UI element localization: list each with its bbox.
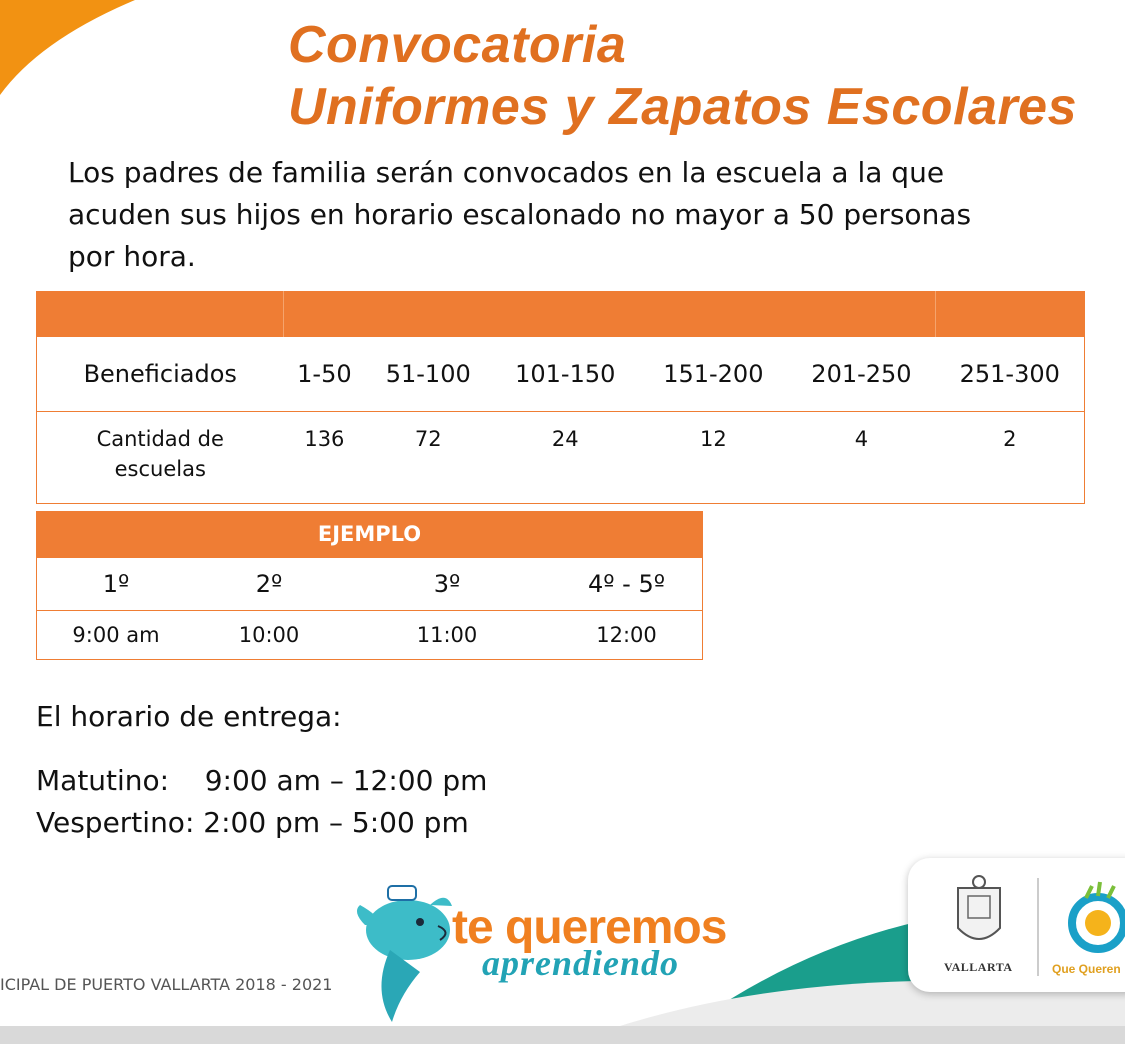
example-table: EJEMPLO 1º 2º 3º 4º - 5º 9:00 am 10:00 1… [36, 511, 703, 660]
bottom-bar [0, 1026, 1125, 1044]
footer-text: ICIPAL DE PUERTO VALLARTA 2018 - 2021 [0, 975, 333, 994]
delivery-label: El horario de entrega: [36, 700, 342, 733]
intro-paragraph: Los padres de familia serán convocados e… [68, 156, 972, 273]
example-header-row: EJEMPLO [36, 511, 703, 558]
morning-schedule: Matutino: 9:00 am – 12:00 pm [36, 764, 488, 797]
count-cell: 12 [639, 411, 788, 504]
range-cell: 51-100 [365, 337, 492, 412]
title-line-1: Convocatoria [288, 16, 627, 74]
table-header-bar [36, 291, 1085, 337]
brand-te-queremos: te queremos [452, 901, 727, 954]
time-cell: 11:00 [343, 610, 551, 660]
count-cell: 24 [491, 411, 640, 504]
range-cell: 151-200 [639, 337, 788, 412]
range-cell: 101-150 [491, 337, 640, 412]
el-puerto-logo-icon [1068, 881, 1125, 953]
municipal-logos [957, 875, 1125, 976]
brand-aprendiendo: aprendiendo [482, 943, 680, 983]
grade-cell: 3º [343, 557, 551, 611]
grade-cell: 2º [195, 557, 343, 611]
range-cell: 251-300 [935, 337, 1085, 412]
coat-of-arms-icon [957, 875, 1001, 940]
times-row: 9:00 am 10:00 11:00 12:00 [36, 610, 703, 660]
evening-schedule: Vespertino: 2:00 pm – 5:00 pm [36, 806, 469, 839]
range-cell: 201-250 [787, 337, 936, 412]
dolphin-mascot-icon [356, 885, 452, 1022]
que-queremos-logo-text: Que Queren [1052, 962, 1121, 976]
beneficiaries-table: Beneficiados 1-50 51-100 101-150 151-200… [36, 291, 1085, 504]
count-cell: 4 [787, 411, 936, 504]
range-cell: 1-50 [283, 337, 366, 412]
grade-cell: 4º - 5º [551, 557, 703, 611]
example-header: EJEMPLO [36, 511, 703, 558]
count-cell: 2 [935, 411, 1085, 504]
row-label-cantidad: Cantidad de escuelas [36, 411, 284, 504]
count-cell: 72 [365, 411, 492, 504]
title-line-2: Uniformes y Zapatos Escolares [288, 78, 1078, 136]
count-cell: 136 [283, 411, 366, 504]
table-row-cantidad: Cantidad de escuelas 136 72 24 12 4 2 [36, 411, 1085, 504]
vallarta-logo-text: VALLARTA [944, 960, 1013, 974]
page-title: Convocatoria Uniformes y Zapatos Escolar… [288, 14, 1077, 138]
table-row-beneficiados: Beneficiados 1-50 51-100 101-150 151-200… [36, 337, 1085, 412]
time-cell: 9:00 am [36, 610, 195, 660]
time-cell: 12:00 [551, 610, 703, 660]
time-cell: 10:00 [195, 610, 343, 660]
row-label-beneficiados: Beneficiados [36, 337, 284, 412]
grades-row: 1º 2º 3º 4º - 5º [36, 557, 703, 611]
top-left-orange-swoosh [0, 0, 135, 95]
grade-cell: 1º [36, 557, 195, 611]
